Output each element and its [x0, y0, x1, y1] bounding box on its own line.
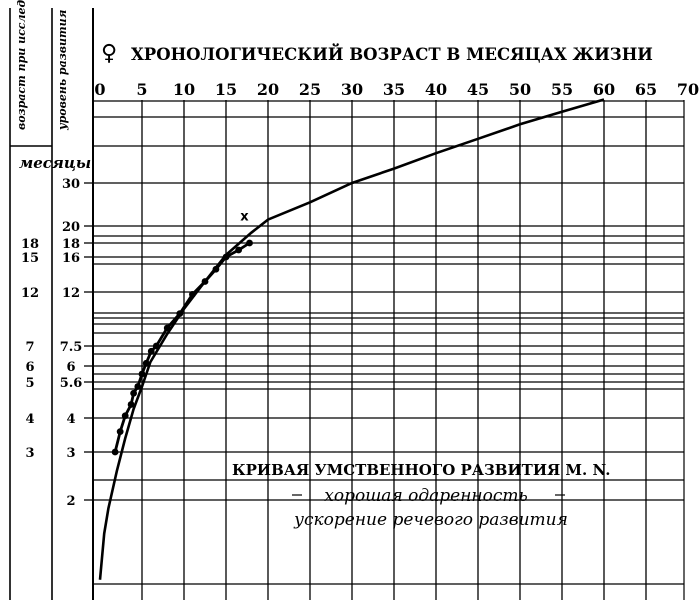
x-tick-label-60: 60: [593, 80, 615, 99]
x-axis-tick-labels: 0 5 10 15 20 25 30 35 40 45 50 55 60 65 70: [94, 80, 699, 99]
observation-point: [163, 324, 171, 332]
grid: [93, 100, 684, 600]
observation-point: [222, 253, 230, 261]
x-tick-label-40: 40: [425, 80, 447, 99]
observation-point: [134, 383, 142, 390]
annotation-line-1: хорошая одаренность: [324, 486, 527, 506]
age-label-7: 7: [25, 340, 34, 355]
x-marker: x: [240, 209, 249, 224]
age-label-15: 15: [21, 251, 39, 266]
observation-point: [189, 291, 196, 298]
x-tick-label-65: 65: [635, 80, 657, 99]
level-label-4: 4: [66, 412, 75, 427]
level-label-20: 20: [62, 220, 80, 235]
x-tick-label-10: 10: [173, 80, 195, 99]
x-tick-label-55: 55: [551, 80, 573, 99]
observation-point: [142, 359, 150, 367]
age-label-6: 6: [25, 360, 34, 375]
x-tick-label-0: 0: [94, 80, 105, 99]
observation-point: [138, 370, 146, 378]
age-label-18: 18: [21, 237, 39, 252]
left-column-header-age: возраст при исследовании: [15, 0, 28, 130]
observation-point: [130, 389, 138, 397]
age-label-12: 12: [21, 286, 39, 301]
x-tick-label-45: 45: [467, 80, 489, 99]
observation-points: [111, 239, 253, 456]
observation-point: [235, 246, 243, 254]
x-tick-label-5: 5: [136, 80, 147, 99]
observation-point: [246, 239, 253, 247]
observation-point: [147, 347, 155, 355]
female-symbol: ♀: [101, 41, 117, 66]
observation-point: [127, 401, 135, 408]
chart-title: ХРОНОЛОГИЧЕСКИЙ ВОЗРАСТ В МЕСЯЦАХ ЖИЗНИ: [131, 43, 653, 64]
x-tick-label-35: 35: [383, 80, 405, 99]
x-tick-label-25: 25: [299, 80, 321, 99]
observation-point: [111, 448, 119, 456]
level-label-18: 18: [62, 237, 80, 252]
x-tick-label-20: 20: [257, 80, 279, 99]
x-tick-label-50: 50: [509, 80, 531, 99]
months-label: месяцы: [19, 154, 91, 172]
x-tick-label-15: 15: [215, 80, 237, 99]
left-column-header-level: уровень развития: [56, 9, 69, 131]
observation-point: [212, 265, 220, 273]
level-label-30: 30: [62, 177, 80, 192]
annotation-block: КРИВАЯ УМСТВЕННОГО РАЗВИТИЯ M. N. хороша…: [232, 461, 610, 530]
level-label-12: 12: [62, 286, 80, 301]
level-label-7.5: 7.5: [60, 340, 83, 355]
age-label-4: 4: [25, 412, 34, 427]
level-label-2: 2: [66, 494, 75, 509]
x-tick-label-70: 70: [677, 80, 699, 99]
annotation-line-2: ускорение речевого развития: [293, 510, 568, 530]
annotation-title: КРИВАЯ УМСТВЕННОГО РАЗВИТИЯ M. N.: [232, 461, 610, 479]
level-label-16: 16: [62, 251, 80, 266]
level-label-3: 3: [66, 446, 75, 461]
observation-point: [152, 342, 160, 350]
level-label-6: 6: [66, 360, 75, 375]
observation-point: [121, 412, 129, 420]
age-label-3: 3: [25, 446, 34, 461]
level-label-5.6: 5.6: [60, 376, 83, 391]
observation-point: [176, 310, 184, 317]
age-label-5: 5: [25, 376, 34, 391]
observation-point: [116, 428, 124, 435]
observation-line: [113, 241, 251, 453]
observation-point: [201, 278, 209, 285]
x-tick-label-30: 30: [341, 80, 363, 99]
